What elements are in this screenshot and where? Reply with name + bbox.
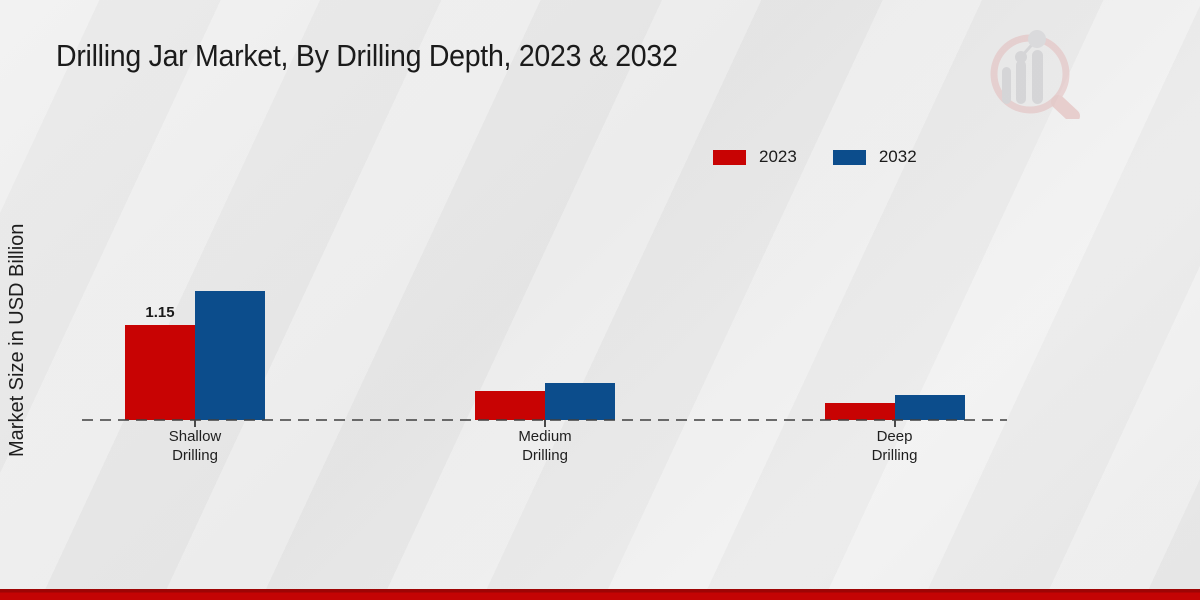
bar-value-label: 1.15: [145, 303, 175, 321]
x-axis-tick: [194, 420, 196, 427]
bar-2032-shallow-drilling: [195, 291, 265, 420]
x-axis-category-label: Shallow Drilling: [168, 428, 222, 464]
chart-title: Drilling Jar Market, By Drilling Depth, …: [56, 38, 678, 73]
legend-swatch-2023: [713, 149, 746, 165]
bar-2023-shallow-drilling: [125, 324, 195, 420]
legend-item-2032: 2032: [832, 147, 917, 167]
x-axis-category-label: Deep Drilling: [871, 428, 918, 464]
legend: 2023 2032: [713, 147, 917, 167]
bar-2023-medium-drilling: [475, 390, 545, 420]
legend-swatch-2032: [832, 149, 866, 165]
x-axis-tick: [893, 420, 896, 427]
bar-2032-medium-drilling: [545, 382, 615, 420]
y-axis-label: Market Size in USD Billion: [6, 223, 28, 457]
bar-2023-deep-drilling: [824, 403, 895, 420]
plot-area: 1.15 Shallow Drilling Medium Drilling Deep …: [82, 50, 1007, 464]
legend-label-2023: 2023: [759, 147, 797, 166]
legend-label-2032: 2032: [878, 147, 917, 166]
footer-red-bar: [0, 589, 1200, 600]
x-axis-tick: [544, 420, 546, 427]
magnifier-bar-chart-logo-icon: [990, 30, 1080, 119]
legend-item-2023: 2023: [713, 147, 797, 167]
bar-2032-deep-drilling: [894, 395, 965, 420]
x-axis-category-label: Medium Drilling: [518, 428, 572, 464]
